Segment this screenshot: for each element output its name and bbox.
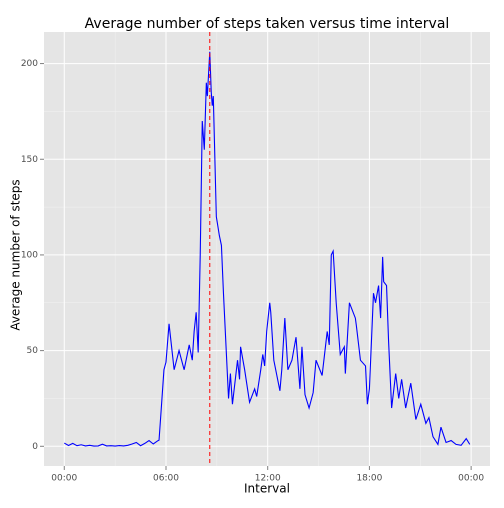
chart-title: Average number of steps taken versus tim… [85,16,450,32]
x-axis-title: Interval [244,482,290,496]
x-tick-label: 12:00 [255,474,281,484]
plot-panel [44,32,490,466]
y-tick-label: 100 [21,250,38,260]
y-tick-label: 0 [32,442,38,452]
y-tick-label: 150 [21,155,38,165]
y-axis-title: Average number of steps [9,179,23,330]
x-tick-label: 06:00 [153,474,179,484]
x-tick-label: 18:00 [356,474,382,484]
x-tick-label: 00:00 [51,474,77,484]
y-tick-label: 50 [27,346,39,356]
x-tick-label: 00:00 [458,474,484,484]
y-tick-label: 200 [21,59,38,69]
data-line [63,51,471,447]
